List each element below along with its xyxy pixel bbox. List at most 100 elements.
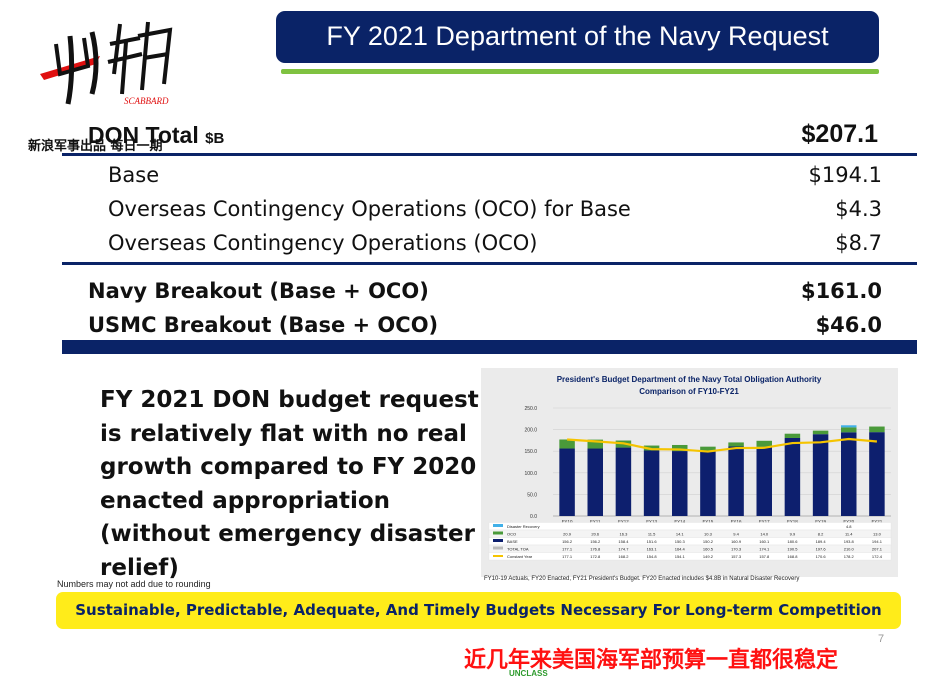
title-underline [281, 69, 879, 74]
chart-legend-label: TOTAL TOA [507, 547, 529, 552]
chart-table-row [488, 529, 892, 538]
chart-bar-base [700, 451, 716, 516]
chart-table-cell: 193.8 [844, 539, 855, 544]
navy-breakout-value: $161.0 [800, 279, 882, 303]
usmc-breakout-value: $46.0 [815, 313, 882, 337]
chart-table-cell: 151.6 [647, 539, 658, 544]
chart-xtick: FY12 [618, 519, 629, 524]
chart-table-cell: 180.6 [787, 539, 798, 544]
chart-table-cell: 9.4 [733, 532, 739, 537]
chart-table-cell: 172.4 [872, 554, 883, 559]
don-total-text: DON Total [88, 122, 199, 148]
chart-bar-base [587, 448, 603, 516]
chart-bar-base [869, 432, 885, 516]
chart-xtick: FY18 [787, 519, 798, 524]
chart-table-cell: 8.2 [818, 532, 824, 537]
page-number: 7 [878, 633, 885, 645]
classification-label: UNCLASS [509, 669, 548, 678]
chart-ytick: 150.0 [524, 449, 537, 455]
don-total-unit: $B [205, 130, 225, 147]
logo-subtext: SCABBARD [124, 96, 169, 106]
chart-bar-oco [700, 446, 716, 452]
chart-xtick: FY17 [759, 519, 770, 524]
chart-bar-oco [587, 439, 603, 449]
chart-table-cell: 176.8 [590, 547, 601, 552]
chart-xtick: FY13 [646, 519, 657, 524]
chart-table-cell: 190.5 [787, 547, 798, 552]
row-oco-base-value: $4.3 [835, 197, 882, 221]
chart-table-cell: 9.9 [790, 532, 796, 537]
chart-table-cell: 164.4 [675, 547, 686, 552]
chart-bar-oco [841, 427, 857, 433]
don-total-value: $207.1 [801, 120, 878, 148]
chart-table-cell: 194.1 [872, 539, 883, 544]
row-base-label: Base [108, 163, 160, 187]
chart-bar-oco [784, 433, 801, 438]
logo-caption: 新浪军事出品 每日一期 [28, 139, 163, 154]
chart-legend-swatch [493, 531, 503, 535]
chart-legend-swatch [493, 539, 503, 542]
chart-table-cell: 149.2 [703, 554, 714, 559]
chart-ytick: 250.0 [524, 406, 537, 412]
chart-table-cell: 156.2 [590, 539, 601, 544]
chart-bar-base [841, 432, 857, 516]
chart-table-cell: 158.4 [618, 539, 629, 544]
chart-bar-oco [559, 439, 575, 449]
chart-table-cell: 10.3 [704, 532, 713, 537]
chart-table-cell: 150.3 [675, 539, 686, 544]
chart-table-cell: 189.4 [816, 539, 827, 544]
chart-note: FY10-19 Actuals, FY20 Enacted, FY21 Pres… [484, 576, 800, 582]
chart-xtick: FY20 [843, 519, 854, 524]
table-divider-bottom [62, 340, 917, 354]
chart-table-cell: 157.8 [759, 554, 770, 559]
chart-bar-oco [672, 444, 688, 452]
chart-table-cell: 11.5 [648, 532, 656, 537]
chart-table-cell: 168.2 [618, 554, 629, 559]
chart-table-row [488, 522, 892, 531]
page-title: FY 2021 Department of the Navy Request [276, 11, 879, 63]
chart-legend-label: Disaster Recovery [507, 524, 540, 529]
chart-xtick: FY11 [590, 519, 601, 524]
chart-bar-disaster [841, 425, 857, 428]
chart-table-cell: 172.8 [590, 554, 601, 559]
chart-table-cell: 168.8 [787, 554, 798, 559]
toa-chart: President's Budget Department of the Nav… [481, 368, 898, 577]
chart-table-row [488, 544, 892, 553]
chart-legend-swatch [493, 524, 503, 527]
chart-bar-base [812, 434, 829, 516]
chart-xtick: FY21 [872, 519, 883, 524]
chart-bar-base [756, 446, 772, 516]
chart-table-cell: 154.1 [675, 554, 686, 559]
chart-legend-label: Constant Year [507, 554, 533, 559]
chart-bar-oco [812, 430, 829, 435]
chart-bar-oco [869, 426, 885, 433]
chart-table-cell: 20.9 [563, 532, 572, 537]
row-oco-base-label: Overseas Contingency Operations (OCO) fo… [108, 197, 631, 221]
chart-table-cell: 160.9 [731, 539, 742, 544]
scabbard-logo: SCABBARD [30, 14, 190, 109]
chart-table-cell: 197.6 [816, 547, 827, 552]
chart-table-cell: 14.0 [760, 532, 769, 537]
chart-table-cell: 170.3 [731, 547, 742, 552]
chart-table-cell: 177.1 [562, 547, 573, 552]
chart-table-cell: 210.0 [844, 547, 855, 552]
chart-table-row [488, 552, 892, 561]
chart-table-cell: 154.8 [647, 554, 658, 559]
chart-bar-oco [756, 440, 772, 447]
chart-table-cell: 170.6 [816, 554, 827, 559]
chart-table-cell: 174.7 [618, 547, 629, 552]
key-statement: FY 2021 DON budget request is relatively… [100, 387, 479, 581]
table-divider-top [62, 153, 917, 156]
chart-subtitle: Comparison of FY10-FY21 [639, 387, 739, 396]
row-oco-value: $8.7 [835, 231, 882, 255]
row-oco-label: Overseas Contingency Operations (OCO) [108, 231, 538, 255]
chart-table-cell: 177.1 [562, 554, 573, 559]
chart-table-cell: 163.1 [647, 547, 658, 552]
don-total-label: DON Total $B [88, 122, 224, 149]
chart-bar-oco [728, 442, 744, 447]
chart-ytick: 100.0 [524, 471, 537, 477]
chart-ytick: 0.0 [530, 514, 537, 520]
chart-table-cell: 178.2 [844, 554, 855, 559]
chart-xtick: FY19 [815, 519, 826, 524]
chart-bar-base [784, 437, 801, 516]
